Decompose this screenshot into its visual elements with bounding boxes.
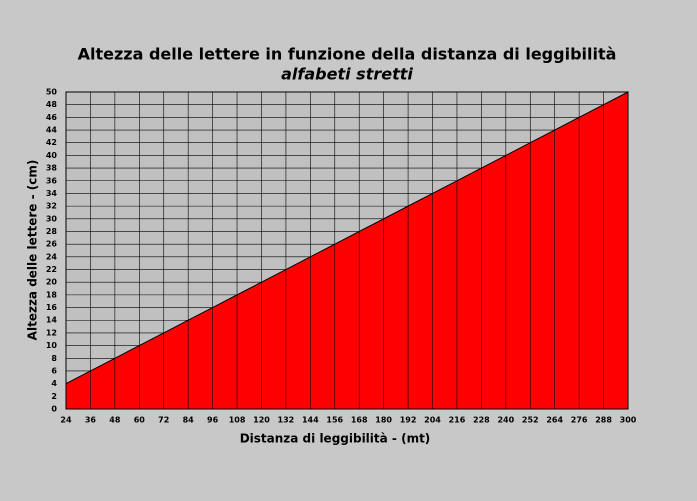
x-tick-label: 204 (424, 416, 441, 425)
y-tick-label: 18 (46, 290, 58, 299)
y-tick-label: 32 (46, 202, 57, 211)
x-tick-label: 168 (351, 416, 368, 425)
plot-border (65, 91, 629, 410)
y-tick-label: 38 (46, 164, 58, 173)
y-tick-label: 42 (46, 138, 57, 147)
chart-title: Altezza delle lettere in funzione della … (78, 45, 617, 64)
x-tick-label: 72 (158, 416, 169, 425)
x-tick-label: 240 (497, 416, 514, 425)
x-axis-label: Distanza di leggibilità - (mt) (240, 432, 431, 446)
x-tick-label: 96 (207, 416, 219, 425)
y-tick-label: 26 (46, 240, 58, 249)
y-tick-label: 14 (46, 316, 58, 325)
y-tick-label: 28 (46, 227, 58, 236)
x-tick-label: 288 (595, 416, 612, 425)
x-tick-label: 252 (522, 416, 539, 425)
x-tick-label: 228 (473, 416, 490, 425)
x-tick-label: 24 (60, 416, 72, 425)
y-tick-label: 24 (46, 252, 58, 261)
y-tick-label: 30 (46, 214, 58, 223)
x-tick-label: 60 (134, 416, 146, 425)
y-tick-label: 8 (51, 354, 57, 363)
x-tick-label: 300 (620, 416, 637, 425)
y-tick-label: 0 (51, 405, 57, 414)
y-tick-label: 10 (46, 341, 58, 350)
y-tick-label: 44 (46, 126, 58, 135)
x-tick-label: 216 (449, 416, 466, 425)
y-tick-label: 20 (46, 278, 58, 287)
chart-subtitle: alfabeti stretti (281, 65, 413, 84)
x-tick-label: 144 (302, 416, 319, 425)
x-tick-label: 108 (229, 416, 246, 425)
y-tick-label: 22 (46, 265, 57, 274)
y-tick-label: 34 (46, 189, 58, 198)
x-tick-label: 84 (183, 416, 195, 425)
x-tick-label: 276 (571, 416, 588, 425)
x-tick-label: 156 (326, 416, 343, 425)
y-tick-label: 40 (46, 151, 58, 160)
x-tick-label: 48 (109, 416, 121, 425)
y-tick-label: 16 (46, 303, 58, 312)
y-tick-label: 12 (46, 328, 57, 337)
y-tick-label: 6 (51, 366, 57, 375)
y-tick-label: 36 (46, 176, 58, 185)
x-tick-label: 132 (278, 416, 295, 425)
x-tick-label: 192 (400, 416, 417, 425)
x-tick-label: 264 (546, 416, 563, 425)
x-tick-label: 180 (375, 416, 392, 425)
y-axis-label: Altezza delle lettere - (cm) (26, 160, 40, 341)
x-tick-label: 120 (253, 416, 270, 425)
y-tick-label: 50 (46, 88, 58, 97)
y-tick-label: 48 (46, 100, 58, 109)
y-tick-label: 2 (51, 392, 57, 401)
y-tick-label: 46 (46, 113, 58, 122)
y-tick-label: 4 (51, 379, 57, 388)
x-tick-label: 36 (85, 416, 97, 425)
